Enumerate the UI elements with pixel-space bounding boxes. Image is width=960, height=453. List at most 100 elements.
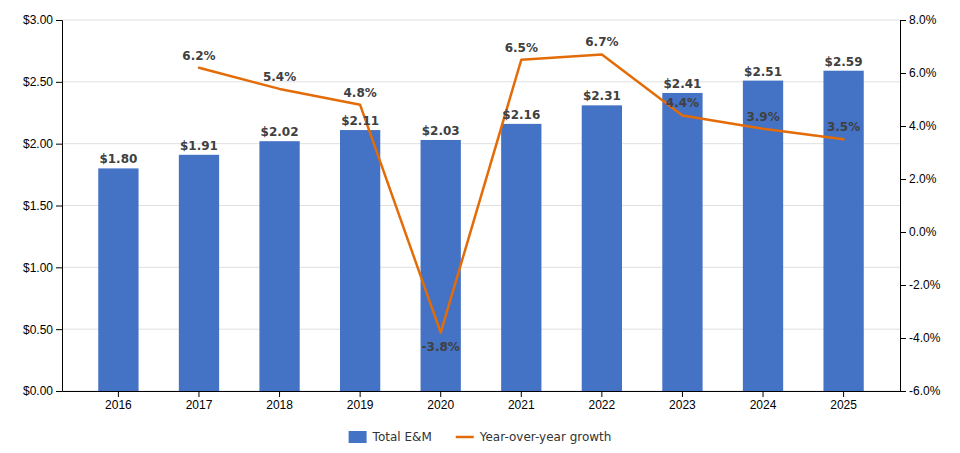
x-tick-mark (440, 391, 441, 397)
y2-tick-mark (900, 338, 906, 339)
bar (662, 93, 702, 391)
y-tick-label: $1.00 (23, 261, 53, 275)
y2-tick: 6.0% (900, 66, 937, 80)
x-tick-label: 2025 (830, 398, 857, 412)
bar-label: $2.11 (341, 114, 379, 128)
marks (98, 54, 863, 391)
legend-label: Year-over-year growth (479, 430, 612, 444)
x-tick-mark (279, 391, 280, 397)
y2-tick-label: -6.0% (909, 384, 941, 398)
bar (98, 168, 138, 391)
x-tick: 2021 (508, 391, 535, 412)
y2-tick: -6.0% (900, 384, 941, 398)
x-tick-label: 2017 (186, 398, 213, 412)
y-tick-mark (56, 206, 62, 207)
x-tick-label: 2023 (669, 398, 696, 412)
x-tick: 2023 (669, 391, 696, 412)
line-label: 4.4% (666, 96, 699, 110)
y-axis-line (56, 21, 63, 392)
y2-tick-label: -2.0% (909, 278, 941, 292)
y-tick-label: $3.00 (23, 13, 53, 27)
bar-label: $2.16 (502, 108, 540, 122)
y2-tick-mark (900, 232, 906, 233)
x-tick-label: 2024 (750, 398, 777, 412)
legend-swatch (349, 431, 367, 443)
legend-swatch (456, 436, 474, 439)
y2-tick-mark (900, 20, 906, 21)
y2-tick-label: 6.0% (909, 66, 937, 80)
y2-axis-line (901, 21, 907, 392)
legend: Total E&M Year-over-year growth (349, 430, 612, 444)
y-tick: $0.50 (23, 323, 62, 337)
line-label: 3.5% (827, 120, 860, 134)
bar-label: $2.02 (261, 125, 299, 139)
bar-label: $2.59 (825, 55, 863, 69)
y2-tick-mark (900, 126, 906, 127)
y2-tick: 2.0% (900, 172, 937, 186)
plot: $1.80$1.91$2.02$2.11$2.03$2.16$2.31$2.41… (23, 13, 941, 411)
x-tick-mark (763, 391, 764, 397)
y-tick-label: $1.50 (23, 199, 53, 213)
bar (501, 124, 541, 391)
y-tick-mark (56, 329, 62, 330)
bar-label: $1.80 (99, 152, 137, 166)
y-tick-mark (56, 20, 62, 21)
grid-line (62, 20, 900, 21)
y2-tick: -2.0% (900, 278, 941, 292)
x-tick-mark (682, 391, 683, 397)
x-tick: 2022 (589, 391, 616, 412)
x-tick-mark (360, 391, 361, 397)
x-tick: 2016 (105, 391, 132, 412)
y-tick: $1.00 (23, 261, 62, 275)
x-tick-mark (118, 391, 119, 397)
y2-tick-label: 2.0% (909, 172, 937, 186)
line-label: 6.2% (182, 49, 215, 63)
line-label: 6.5% (505, 41, 538, 55)
y-tick-mark (56, 391, 62, 392)
y2-tick-mark (900, 179, 906, 180)
line (199, 54, 844, 332)
y-tick-label: $2.00 (23, 137, 53, 151)
bar (259, 141, 299, 391)
x-tick-label: 2021 (508, 398, 535, 412)
bar (823, 71, 863, 391)
x-tick: 2017 (186, 391, 213, 412)
x-tick-label: 2020 (427, 398, 454, 412)
x-tick: 2018 (266, 391, 293, 412)
legend-item: Total E&M (349, 430, 432, 444)
y-tick-mark (56, 82, 62, 83)
x-tick: 2024 (750, 391, 777, 412)
x-tick-mark (601, 391, 602, 397)
y-tick-label: $0.50 (23, 323, 53, 337)
x-tick: 2019 (347, 391, 374, 412)
x-tick-mark (198, 391, 199, 397)
y-tick-label: $0.00 (23, 384, 53, 398)
legend-item: Year-over-year growth (456, 430, 612, 444)
x-tick-mark (521, 391, 522, 397)
line-label: 4.8% (343, 86, 376, 100)
x-tick: 2020 (427, 391, 454, 412)
line-label: 3.9% (746, 110, 779, 124)
bar (421, 140, 461, 391)
y-tick-label: $2.50 (23, 75, 53, 89)
y2-tick: -4.0% (900, 331, 941, 345)
line-label: 5.4% (263, 70, 296, 84)
x-tick-mark (843, 391, 844, 397)
grid (62, 20, 900, 391)
y2-tick: 8.0% (900, 13, 937, 27)
y2-tick: 0.0% (900, 225, 937, 239)
x-tick: 2025 (830, 391, 857, 412)
y-tick: $3.00 (23, 13, 62, 27)
x-tick-label: 2018 (266, 398, 293, 412)
y-tick: $1.50 (23, 199, 62, 213)
y2-tick-mark (900, 285, 906, 286)
y2-tick-label: 8.0% (909, 13, 937, 27)
bar-label: $1.91 (180, 139, 218, 153)
y-tick-mark (56, 267, 62, 268)
x-axis: 2016 2017 2018 2019 2020 2021 2022 2023 2024 2025 (63, 391, 901, 412)
bar-label: $2.31 (583, 89, 621, 103)
bar (582, 105, 622, 391)
y2-tick-mark (900, 73, 906, 74)
y2-axis: -6.0%-4.0%-2.0%0.0%2.0%4.0%6.0%8.0% (900, 13, 941, 398)
y-tick: $2.00 (23, 137, 62, 151)
